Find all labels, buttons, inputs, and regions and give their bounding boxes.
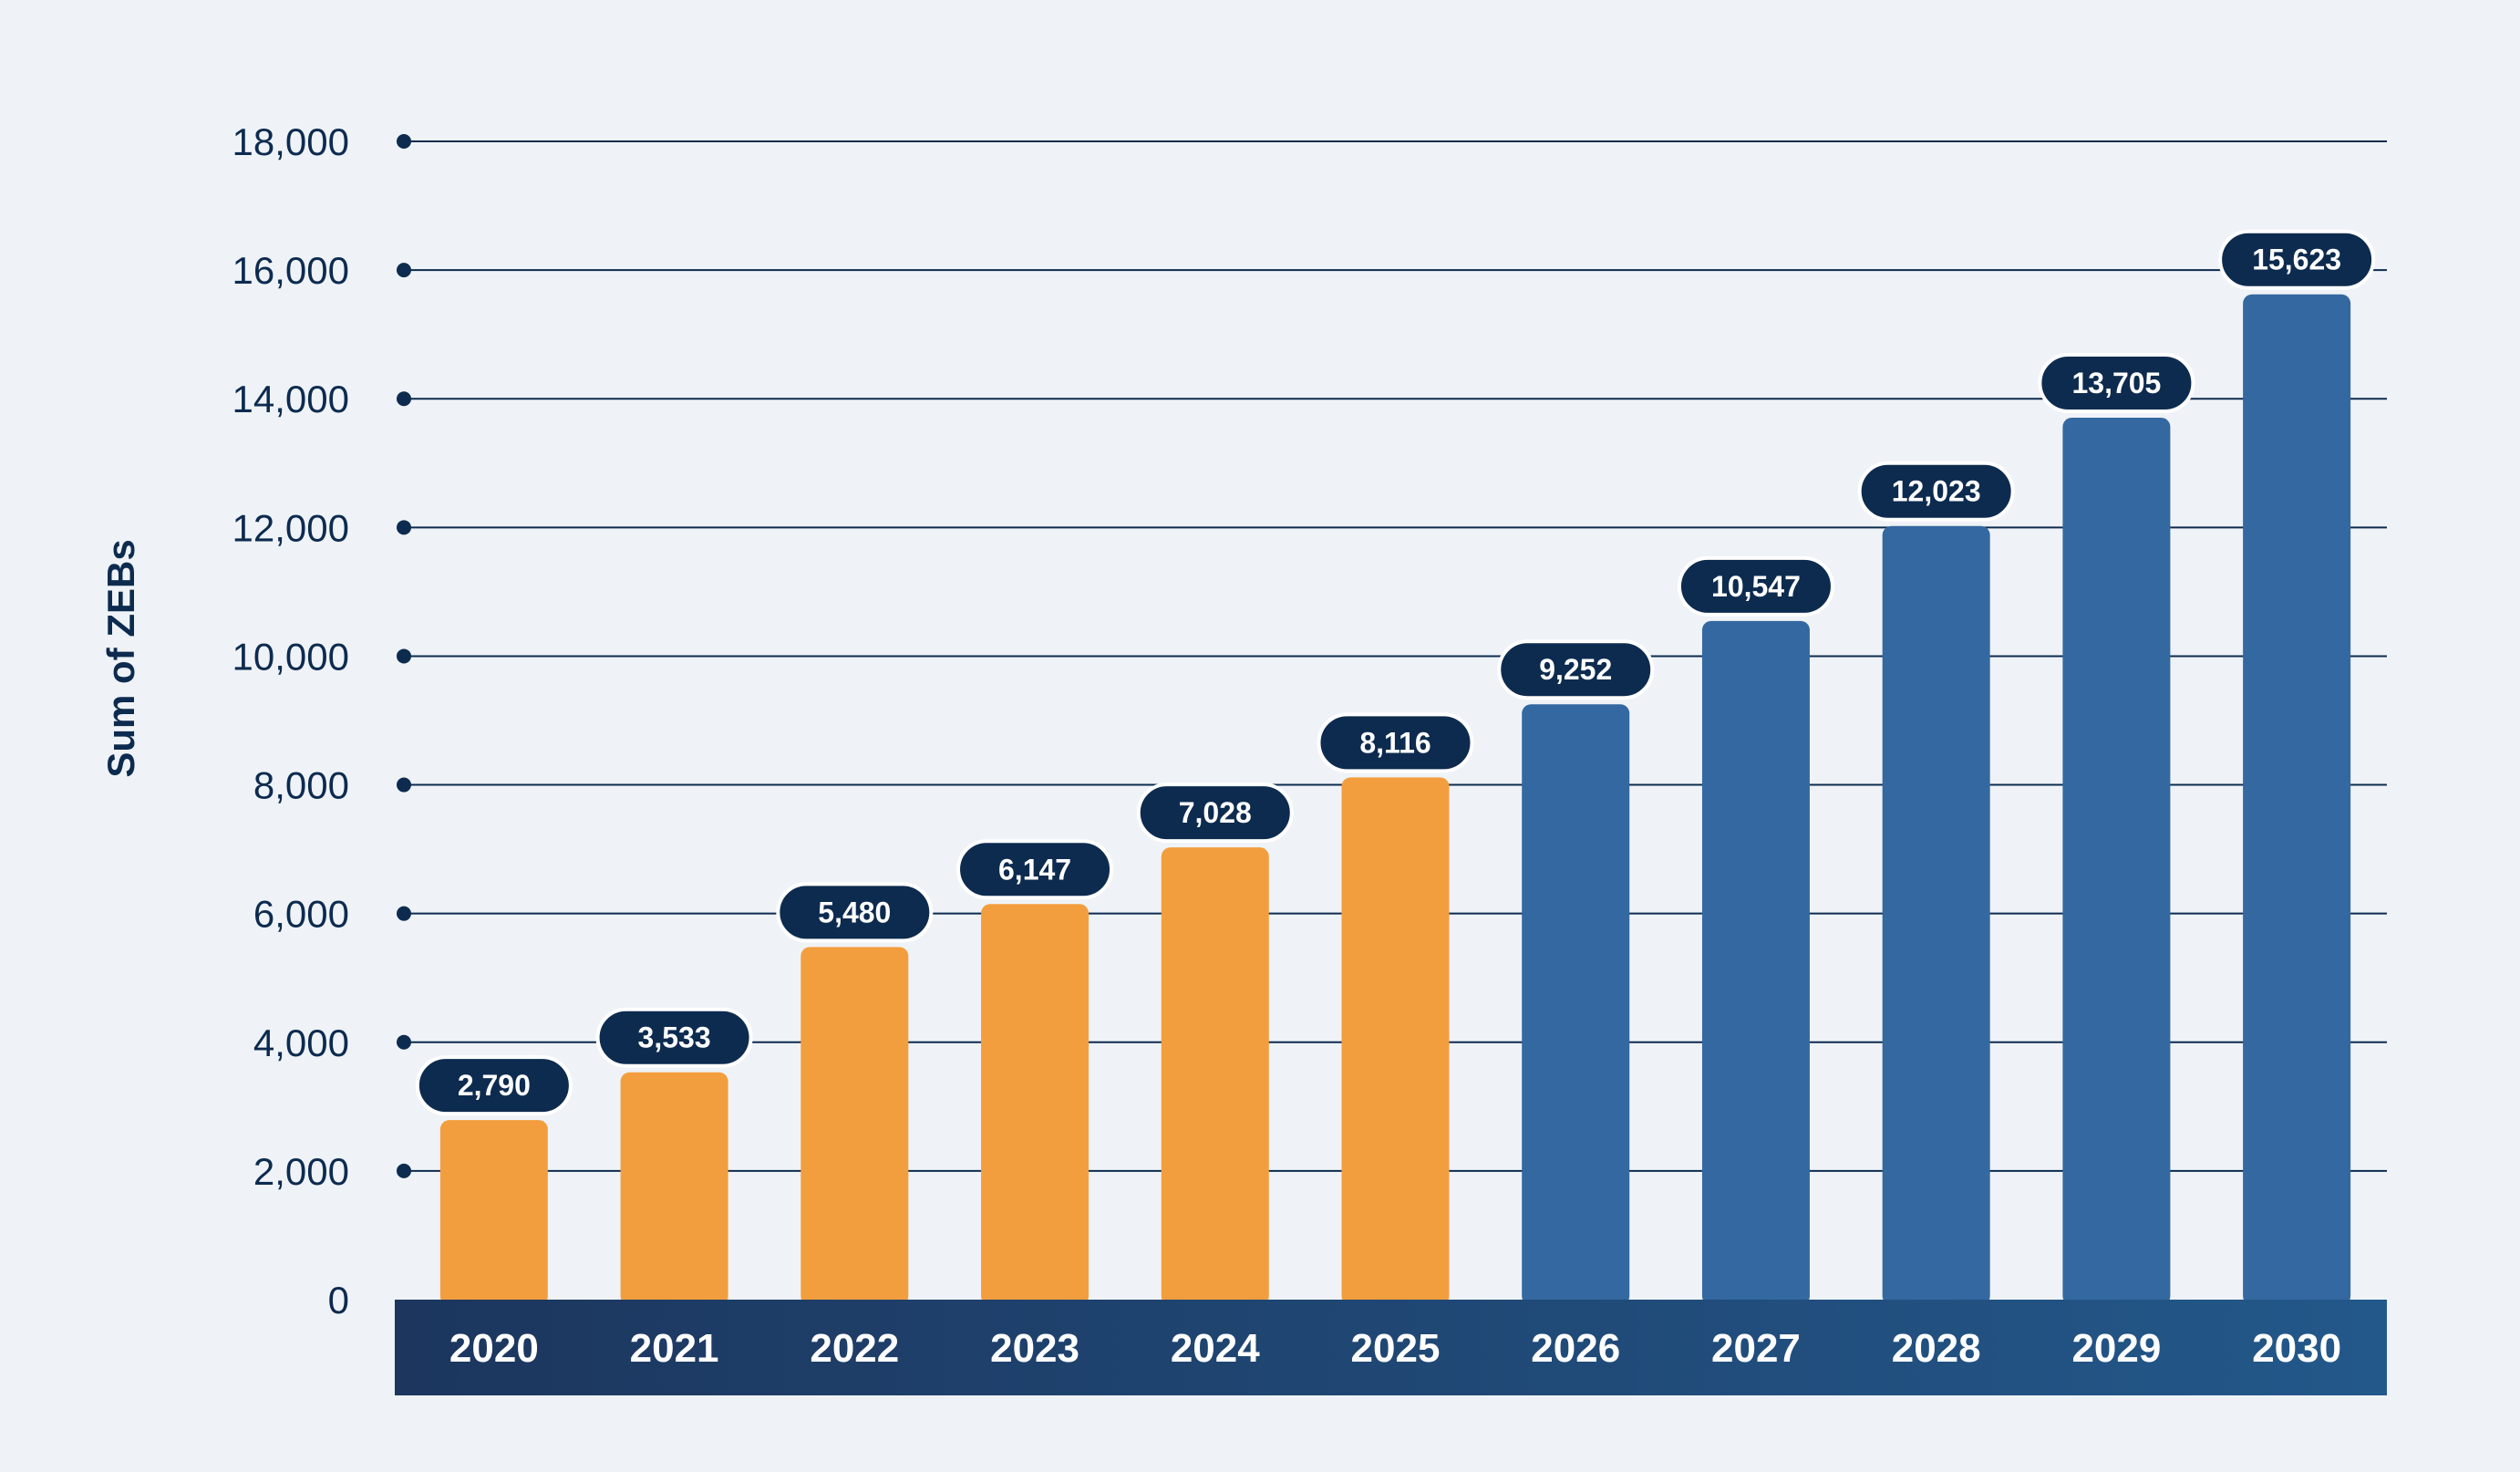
y-tick-label: 14,000 bbox=[232, 378, 349, 420]
data-label: 2,790 bbox=[458, 1069, 531, 1102]
data-label: 13,705 bbox=[2071, 367, 2161, 399]
data-label: 15,623 bbox=[2252, 244, 2341, 276]
data-label-bg bbox=[1857, 461, 2015, 522]
data-label-bg bbox=[415, 1055, 573, 1116]
data-label-bg bbox=[2218, 229, 2376, 290]
gridline-dot bbox=[397, 391, 411, 407]
x-tick-label: 2026 bbox=[1531, 1326, 1620, 1371]
y-tick-label: 2,000 bbox=[253, 1150, 349, 1193]
x-tick-label: 2025 bbox=[1351, 1326, 1441, 1371]
bar bbox=[981, 904, 1090, 1305]
data-label-bg bbox=[1677, 555, 1834, 617]
data-label-bg bbox=[1497, 639, 1655, 700]
gridline-dot bbox=[397, 777, 411, 793]
x-tick-label: 2024 bbox=[1171, 1326, 1260, 1371]
gridline-dot bbox=[397, 648, 411, 664]
x-tick-label: 2022 bbox=[810, 1326, 899, 1371]
bar bbox=[1341, 777, 1450, 1305]
gridline-dot bbox=[397, 134, 411, 149]
data-label: 5,480 bbox=[818, 896, 891, 928]
data-label-bg bbox=[956, 839, 1114, 900]
data-label: 8,116 bbox=[1359, 726, 1430, 759]
bar bbox=[1882, 525, 1990, 1305]
bar bbox=[439, 1120, 548, 1305]
data-label-bg bbox=[595, 1007, 753, 1068]
data-label: 10,547 bbox=[1711, 570, 1801, 603]
data-label: 3,533 bbox=[638, 1021, 711, 1054]
bar bbox=[1522, 704, 1630, 1305]
y-tick-label: 16,000 bbox=[232, 249, 349, 292]
data-label: 7,028 bbox=[1179, 796, 1252, 829]
bar bbox=[2243, 294, 2351, 1305]
x-tick-label: 2027 bbox=[1711, 1326, 1801, 1371]
bar bbox=[1701, 620, 1810, 1305]
x-axis-band bbox=[395, 1300, 2387, 1395]
x-tick-label: 2029 bbox=[2071, 1326, 2161, 1371]
y-tick-label: 0 bbox=[328, 1279, 349, 1322]
data-label-bg bbox=[1136, 783, 1294, 844]
bar bbox=[2062, 418, 2171, 1305]
data-label-bg bbox=[2038, 353, 2195, 414]
x-tick-label: 2020 bbox=[449, 1326, 539, 1371]
data-label: 6,147 bbox=[998, 853, 1071, 886]
x-tick-label: 2028 bbox=[1892, 1326, 1981, 1371]
x-tick-label: 2030 bbox=[2252, 1326, 2341, 1371]
data-label: 12,023 bbox=[1892, 475, 1981, 508]
y-tick-label: 18,000 bbox=[232, 120, 349, 163]
y-tick-label: 8,000 bbox=[253, 764, 349, 807]
y-axis-label: Sum of ZEBs bbox=[99, 539, 142, 777]
bar bbox=[1161, 847, 1269, 1305]
gridline-dot bbox=[397, 520, 411, 535]
x-tick-label: 2023 bbox=[990, 1326, 1079, 1371]
bar bbox=[620, 1072, 728, 1305]
y-tick-label: 6,000 bbox=[253, 893, 349, 936]
y-tick-label: 10,000 bbox=[232, 635, 349, 678]
data-label-bg bbox=[1317, 712, 1474, 773]
data-label: 9,252 bbox=[1539, 653, 1612, 686]
gridline-dot bbox=[397, 263, 411, 278]
gridline-dot bbox=[397, 1034, 411, 1050]
y-tick-label: 12,000 bbox=[232, 506, 349, 549]
y-tick-label: 4,000 bbox=[253, 1021, 349, 1064]
bar bbox=[800, 947, 909, 1305]
x-tick-label: 2021 bbox=[630, 1326, 719, 1371]
data-label-bg bbox=[776, 882, 934, 943]
gridline-dot bbox=[397, 1163, 411, 1178]
gridline-dot bbox=[397, 906, 411, 921]
